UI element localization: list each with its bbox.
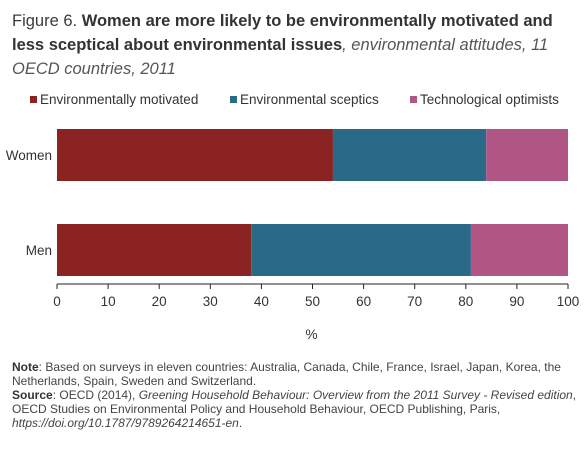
legend-label: Environmental sceptics xyxy=(240,92,379,107)
legend-label: Technological optimists xyxy=(420,92,559,107)
source-text-1: : OECD (2014), xyxy=(52,388,139,402)
note-text: : Based on surveys in eleven countries: … xyxy=(12,360,561,388)
bar-segment xyxy=(251,224,471,276)
bar-segment xyxy=(57,129,333,181)
source-end: . xyxy=(238,416,243,430)
chart-title: Figure 6. Women are more likely to be en… xyxy=(12,9,577,81)
legend-label: Environmentally motivated xyxy=(40,92,199,107)
bar-segment xyxy=(470,224,568,276)
category-label: Women xyxy=(6,148,52,163)
notes: Note: Based on surveys in eleven countri… xyxy=(12,360,578,430)
legend-item: Technological optimists xyxy=(410,92,559,107)
note-line: Note: Based on surveys in eleven countri… xyxy=(12,360,578,388)
bar-segment xyxy=(332,129,487,181)
legend-item: Environmentally motivated xyxy=(30,92,198,107)
bar-segment xyxy=(57,224,252,276)
figure-label: Figure 6. xyxy=(12,12,82,30)
x-tick-label: 30 xyxy=(203,294,218,309)
x-tick-label: 90 xyxy=(509,294,524,309)
x-tick-label: 60 xyxy=(356,294,371,309)
x-tick-label: 100 xyxy=(557,294,580,309)
category-label: Men xyxy=(26,243,52,258)
stacked-bar-chart: Women Men 0 10 20 30 40 50 60 70 80 90 100% xyxy=(6,129,580,342)
figure-subtitle: , environmental attitudes, 11 OECD count… xyxy=(12,36,549,78)
source-text-2: , OECD Studies on Environmental Policy a… xyxy=(12,388,577,416)
x-tick-label: 80 xyxy=(458,294,473,309)
figure-title: Women are more likely to be environmenta… xyxy=(12,12,553,54)
bar-segment xyxy=(486,129,568,181)
note-label: Note xyxy=(12,360,39,374)
x-tick-label: 70 xyxy=(407,294,422,309)
x-tick-label: 40 xyxy=(254,294,269,309)
legend-swatch xyxy=(410,96,417,103)
x-tick-label: 50 xyxy=(305,294,320,309)
legend-item: Environmental sceptics xyxy=(230,92,379,107)
x-tick-label: 0 xyxy=(53,294,61,309)
legend-swatch xyxy=(230,96,237,103)
legend-swatch xyxy=(30,96,37,103)
x-tick-label: 20 xyxy=(152,294,167,309)
source-doi: https://doi.org/10.1787/9789264214651-en xyxy=(12,416,239,430)
source-label: Source xyxy=(12,388,53,402)
source-line: Source: OECD (2014), Greening Household … xyxy=(12,388,578,430)
x-axis-label: % xyxy=(305,327,317,342)
x-tick-label: 10 xyxy=(101,294,116,309)
legend: Environmentally motivated Environmental s… xyxy=(30,92,580,110)
source-title: Greening Household Behaviour: Overview f… xyxy=(138,388,573,402)
